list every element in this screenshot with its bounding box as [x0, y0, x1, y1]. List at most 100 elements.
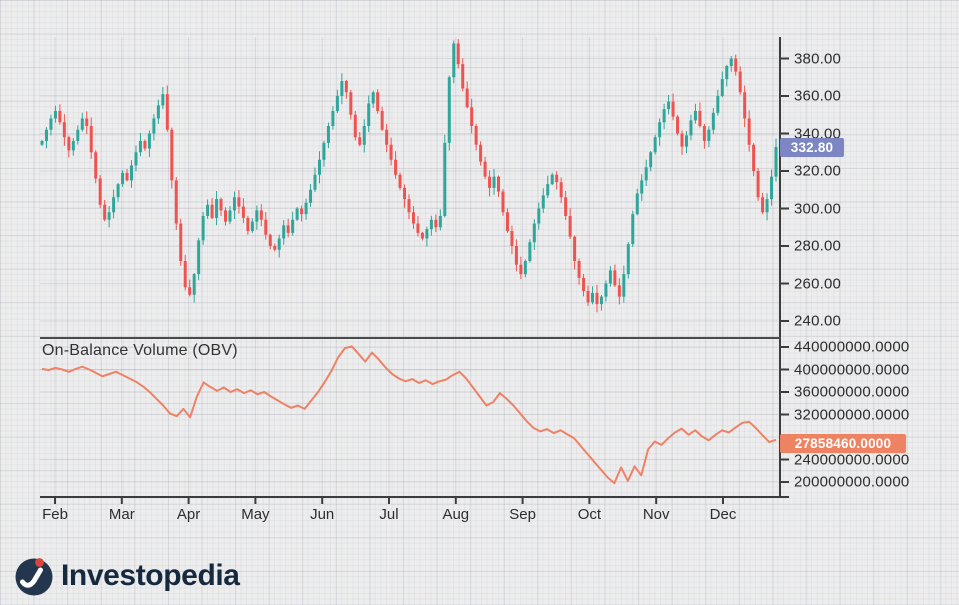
candle-body: [183, 261, 187, 288]
obv-axis-tick-label: 360000000.0000: [794, 383, 910, 401]
candle-body: [667, 101, 671, 110]
candle-body: [497, 176, 501, 192]
candle-body: [635, 193, 639, 215]
candle-body: [215, 199, 219, 218]
candle-body: [376, 92, 380, 111]
candle-body: [152, 118, 156, 134]
candle-body: [671, 101, 675, 117]
x-axis-month-label: Mar: [108, 506, 135, 523]
candle-body: [107, 212, 111, 220]
candle-body: [380, 111, 384, 130]
price-axis-tick-label: 300.00: [794, 200, 842, 217]
candle-body: [752, 144, 756, 171]
x-axis-month-label: Jun: [310, 506, 335, 523]
candle-body: [604, 283, 608, 297]
candle-body: [519, 264, 523, 275]
x-axis-month-label: Oct: [577, 506, 602, 523]
candle-body: [206, 204, 210, 216]
candle-body: [465, 88, 469, 108]
candle-body: [188, 287, 192, 295]
candle-body: [385, 129, 389, 145]
candle-body: [241, 206, 245, 218]
candle-body: [702, 126, 706, 141]
candle-body: [689, 120, 693, 136]
candle-body: [568, 216, 572, 237]
candle-body: [564, 197, 568, 216]
obv-axis-tick-label: 320000000.0000: [794, 406, 910, 423]
candle-body: [474, 126, 478, 145]
candle-body: [170, 129, 174, 181]
candle-body: [684, 135, 688, 147]
candle-body: [138, 141, 142, 153]
candle-body: [121, 172, 125, 185]
candle-body: [58, 111, 62, 123]
candle-body: [394, 159, 398, 175]
candle-body: [747, 118, 751, 145]
candle-body: [192, 274, 196, 295]
candle-body: [94, 152, 98, 179]
candle-body: [295, 208, 299, 220]
candle-body: [470, 107, 474, 126]
last-price-badge: 332.80: [780, 138, 844, 157]
candle-body: [452, 43, 456, 78]
candle-body: [277, 238, 281, 250]
candle-body: [546, 184, 550, 196]
candle-body: [112, 197, 116, 213]
candle-body: [371, 92, 375, 104]
candle-body: [662, 109, 666, 123]
x-axis-month-label: Aug: [442, 506, 470, 523]
candle-body: [62, 122, 66, 138]
candle-body: [550, 174, 554, 185]
candle-body: [492, 176, 496, 188]
candle-body: [734, 58, 738, 72]
x-axis-month-label: Jul: [379, 506, 399, 523]
candle-body: [85, 118, 89, 126]
candle-body: [577, 261, 581, 278]
candle-body: [49, 118, 53, 130]
candle-body: [389, 144, 393, 160]
candle-body: [479, 144, 483, 162]
candle-body: [698, 111, 702, 126]
candle-body: [510, 231, 514, 246]
candle-body: [461, 64, 465, 89]
candle-body: [224, 210, 227, 222]
candle-body: [353, 114, 357, 138]
candle-body: [541, 195, 545, 209]
candle-body: [631, 214, 635, 245]
candle-body: [626, 244, 630, 275]
candle-body: [573, 236, 577, 261]
candle-body: [528, 242, 532, 261]
candle-body: [488, 176, 492, 188]
candle-body: [559, 182, 563, 198]
x-axis-month-label: Feb: [42, 506, 68, 523]
candle-body: [429, 219, 433, 230]
candle-body: [147, 133, 151, 149]
candle-body: [255, 210, 259, 222]
candle-body: [676, 116, 680, 134]
logo-swoosh: [20, 567, 43, 588]
candle-body: [219, 199, 223, 211]
candle-body: [40, 141, 44, 145]
candle-body: [416, 223, 420, 233]
obv-axis-tick-label: 200000000.0000: [794, 473, 910, 491]
candle-body: [591, 292, 594, 303]
candle-body: [443, 142, 447, 216]
candle-body: [362, 126, 366, 145]
candle-body: [130, 165, 134, 181]
investopedia-logo-icon: [15, 558, 53, 596]
candle-body: [89, 126, 93, 153]
candle-body: [514, 246, 518, 265]
x-axis-month-label: Dec: [709, 506, 737, 523]
candle-body: [44, 129, 48, 141]
candle-body: [250, 221, 254, 231]
candle-body: [268, 234, 272, 246]
candle-body: [765, 199, 769, 213]
obv-axis-tick-label: 440000000.0000: [794, 338, 910, 356]
candle-body: [134, 152, 138, 166]
candle-body: [774, 147, 778, 177]
candle-body: [756, 171, 760, 198]
x-axis-month-label: Sep: [509, 506, 536, 523]
x-axis-month-label: May: [241, 506, 270, 523]
last-obv-value-badge: 27858460.0000: [780, 434, 906, 453]
